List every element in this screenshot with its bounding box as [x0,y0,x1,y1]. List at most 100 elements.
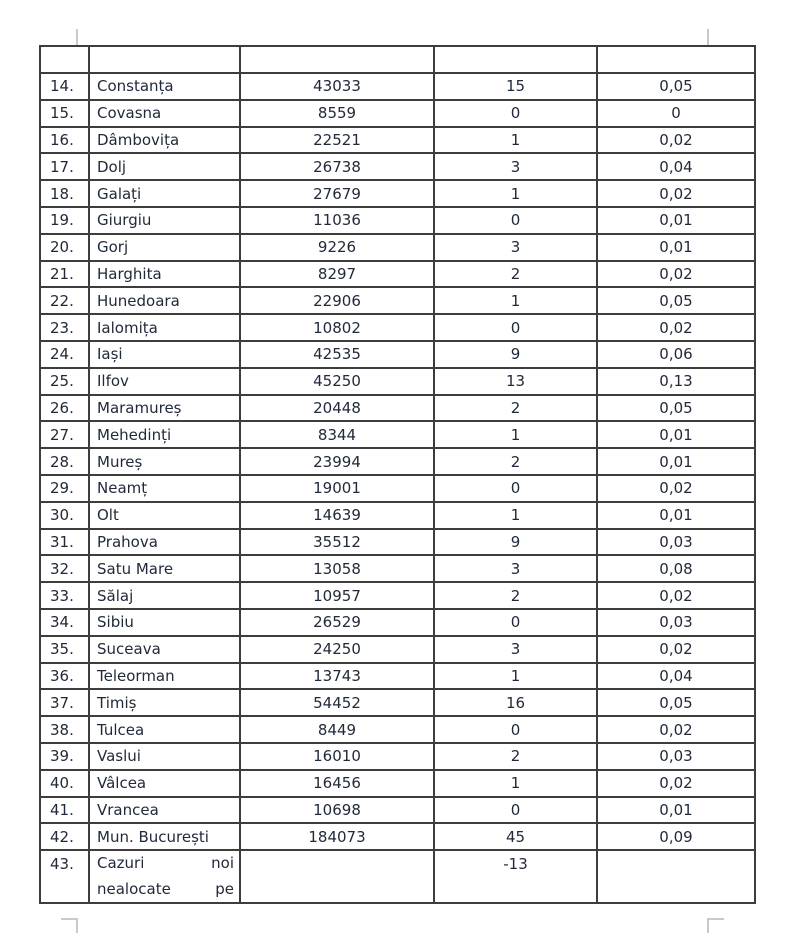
county-name-cell[interactable]: Dolj [88,152,241,182]
total-cases-cell[interactable]: 10802 [239,313,435,342]
county-name-cell[interactable]: Constanța [88,72,241,101]
new-cases-cell[interactable]: 2 [433,581,598,610]
new-cases-cell[interactable]: 3 [433,634,598,664]
row-index-cell[interactable]: 39. [39,741,90,771]
row-index-cell[interactable]: 38. [39,715,90,744]
county-name-cell[interactable]: Timiș [88,688,241,718]
new-cases-cell[interactable]: 2 [433,741,598,771]
incidence-rate-cell[interactable]: 0,02 [596,581,756,610]
county-name-cell[interactable]: Ialomița [88,313,241,342]
new-cases-cell[interactable]: -13 [433,849,598,905]
total-cases-cell[interactable]: 11036 [239,205,435,235]
row-index-cell[interactable]: 35. [39,634,90,664]
header-cell-index[interactable] [39,45,90,74]
county-name-cell[interactable]: Vrancea [88,795,241,825]
row-index-cell[interactable]: 18. [39,179,90,208]
incidence-rate-cell[interactable]: 0,06 [596,339,756,369]
incidence-rate-cell[interactable]: 0,02 [596,473,756,503]
new-cases-cell[interactable]: 2 [433,259,598,289]
new-cases-cell[interactable]: 45 [433,822,598,852]
county-name-cell[interactable]: Teleorman [88,661,241,691]
incidence-rate-cell[interactable]: 0,02 [596,179,756,208]
incidence-rate-cell[interactable]: 0,02 [596,259,756,289]
row-index-cell[interactable]: 33. [39,581,90,610]
total-cases-cell[interactable]: 19001 [239,473,435,503]
total-cases-cell[interactable]: 42535 [239,339,435,369]
header-cell-name[interactable] [88,45,241,74]
new-cases-cell[interactable]: 1 [433,420,598,450]
new-cases-cell[interactable]: 0 [433,473,598,503]
total-cases-cell[interactable]: 54452 [239,688,435,718]
county-name-cell[interactable]: Gorj [88,232,241,262]
row-index-cell[interactable]: 34. [39,607,90,637]
row-index-cell[interactable]: 19. [39,205,90,235]
county-name-cell[interactable]: Giurgiu [88,205,241,235]
incidence-rate-cell[interactable]: 0,01 [596,500,756,530]
total-cases-cell[interactable]: 35512 [239,527,435,557]
new-cases-cell[interactable]: 3 [433,554,598,584]
county-name-cell[interactable]: Vaslui [88,741,241,771]
county-name-cell[interactable]: Hunedoara [88,286,241,316]
header-cell-v1[interactable] [239,45,435,74]
total-cases-cell[interactable]: 8297 [239,259,435,289]
total-cases-cell[interactable]: 13743 [239,661,435,691]
row-index-cell[interactable]: 31. [39,527,90,557]
row-index-cell[interactable]: 16. [39,125,90,155]
incidence-rate-cell[interactable]: 0,03 [596,741,756,771]
new-cases-cell[interactable]: 16 [433,688,598,718]
county-name-cell[interactable]: Sălaj [88,581,241,610]
row-index-cell[interactable]: 28. [39,447,90,476]
incidence-rate-cell[interactable]: 0,04 [596,152,756,182]
total-cases-cell[interactable]: 22521 [239,125,435,155]
county-name-cell[interactable]: Sibiu [88,607,241,637]
county-name-cell[interactable]: Cazuri noi nealocate pe [88,849,241,905]
incidence-rate-cell[interactable]: 0,05 [596,286,756,316]
county-name-cell[interactable]: Covasna [88,98,241,128]
total-cases-cell[interactable]: 26738 [239,152,435,182]
total-cases-cell[interactable]: 43033 [239,72,435,101]
new-cases-cell[interactable]: 2 [433,447,598,476]
new-cases-cell[interactable]: 0 [433,715,598,744]
incidence-rate-cell[interactable]: 0,05 [596,393,756,423]
county-name-cell[interactable]: Galați [88,179,241,208]
county-name-cell[interactable]: Harghita [88,259,241,289]
row-index-cell[interactable]: 42. [39,822,90,852]
total-cases-cell[interactable]: 24250 [239,634,435,664]
row-index-cell[interactable]: 25. [39,366,90,396]
new-cases-cell[interactable]: 1 [433,179,598,208]
incidence-rate-cell[interactable]: 0,02 [596,768,756,798]
county-name-cell[interactable]: Mehedinți [88,420,241,450]
new-cases-cell[interactable]: 1 [433,286,598,316]
total-cases-cell[interactable]: 20448 [239,393,435,423]
new-cases-cell[interactable]: 3 [433,232,598,262]
incidence-rate-cell[interactable]: 0,04 [596,661,756,691]
total-cases-cell[interactable]: 23994 [239,447,435,476]
row-index-cell[interactable]: 14. [39,72,90,101]
row-index-cell[interactable]: 43. [39,849,90,905]
new-cases-cell[interactable]: 13 [433,366,598,396]
county-name-cell[interactable]: Suceava [88,634,241,664]
county-name-cell[interactable]: Dâmbovița [88,125,241,155]
total-cases-cell[interactable]: 10698 [239,795,435,825]
total-cases-cell[interactable]: 22906 [239,286,435,316]
new-cases-cell[interactable]: 1 [433,500,598,530]
total-cases-cell[interactable]: 8449 [239,715,435,744]
county-name-cell[interactable]: Maramureș [88,393,241,423]
total-cases-cell[interactable]: 8344 [239,420,435,450]
row-index-cell[interactable]: 27. [39,420,90,450]
row-index-cell[interactable]: 37. [39,688,90,718]
county-name-cell[interactable]: Tulcea [88,715,241,744]
row-index-cell[interactable]: 15. [39,98,90,128]
total-cases-cell[interactable]: 27679 [239,179,435,208]
new-cases-cell[interactable]: 0 [433,98,598,128]
county-name-cell[interactable]: Mun. București [88,822,241,852]
incidence-rate-cell[interactable]: 0,02 [596,313,756,342]
county-name-cell[interactable]: Mureș [88,447,241,476]
row-index-cell[interactable]: 40. [39,768,90,798]
incidence-rate-cell[interactable]: 0,03 [596,607,756,637]
row-index-cell[interactable]: 17. [39,152,90,182]
new-cases-cell[interactable]: 0 [433,607,598,637]
county-name-cell[interactable]: Iași [88,339,241,369]
new-cases-cell[interactable]: 0 [433,205,598,235]
incidence-rate-cell[interactable]: 0,02 [596,125,756,155]
